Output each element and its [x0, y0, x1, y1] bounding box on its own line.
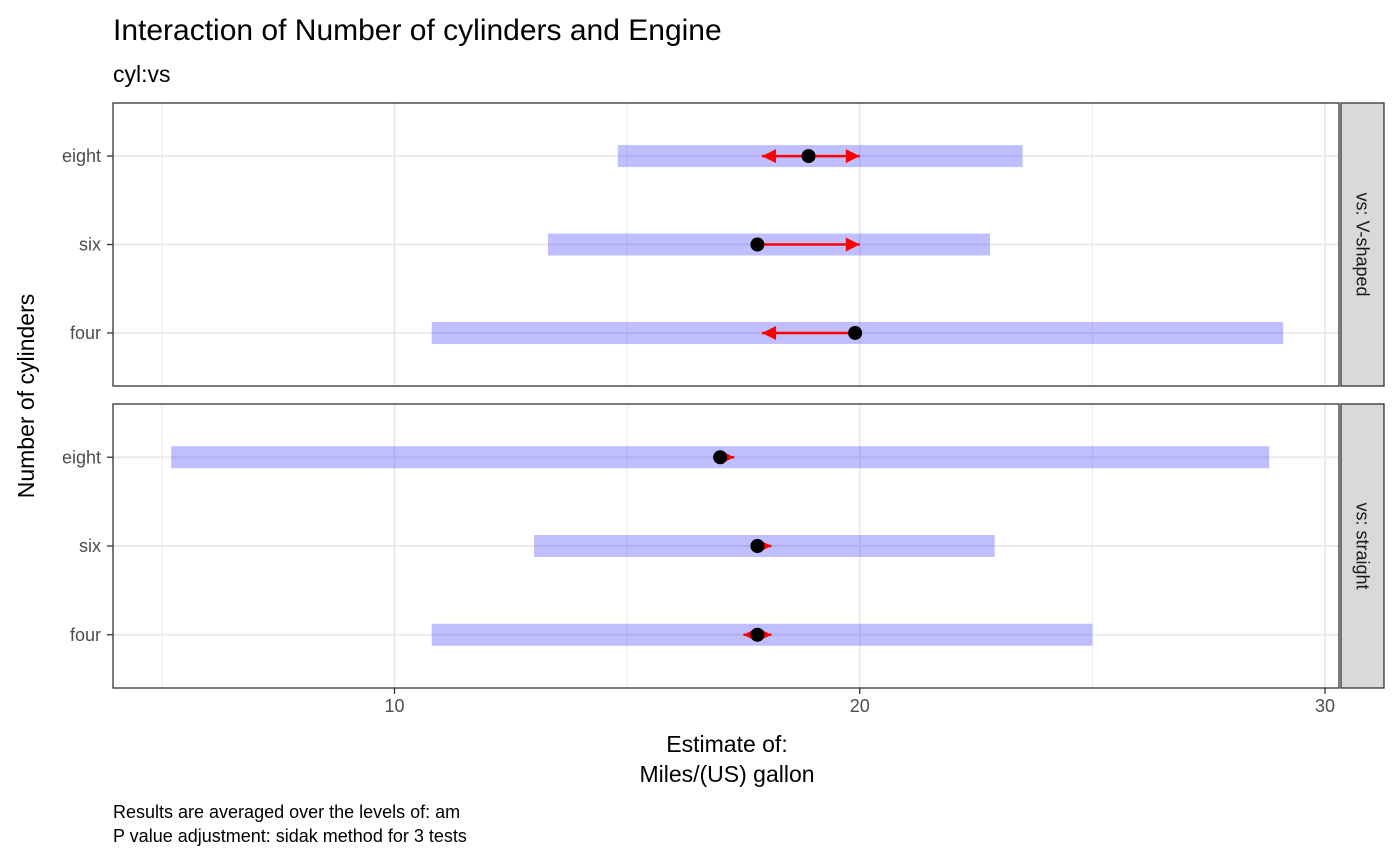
- y-tick-label: four: [70, 323, 101, 343]
- estimate-point-six: [750, 539, 765, 553]
- chart-title: Interaction of Number of cylinders and E…: [113, 14, 722, 47]
- x-axis-title-line-2: Miles/(US) gallon: [639, 761, 814, 787]
- x-axis-title-line-1: Estimate of:: [666, 731, 787, 757]
- estimate-point-four: [848, 325, 863, 340]
- caption-line-1: Results are averaged over the levels of:…: [113, 802, 460, 822]
- comparison-arrowhead: [845, 237, 860, 252]
- estimate-point-eight: [801, 149, 816, 164]
- estimate-point-four: [750, 627, 765, 642]
- x-tick-label: 30: [1315, 696, 1335, 716]
- facet-strip: [1340, 102, 1385, 387]
- y-tick-label: eight: [62, 146, 101, 166]
- chart-subtitle: cyl:vs: [113, 61, 171, 87]
- y-axis-title: Number of cylinders: [13, 294, 39, 499]
- estimate-point-six: [750, 237, 765, 252]
- y-tick-label: six: [79, 235, 101, 255]
- x-tick-label: 20: [850, 696, 870, 716]
- x-tick-label: 10: [384, 696, 404, 716]
- y-tick-label: four: [70, 625, 101, 645]
- comparison-arrowhead: [762, 149, 777, 164]
- comparison-arrowhead: [845, 149, 860, 164]
- estimate-point-eight: [713, 450, 728, 465]
- plot-area: vs: V-shaped four six eight vs: straight four…: [62, 102, 1385, 716]
- comparison-arrowhead: [762, 325, 777, 340]
- y-tick-label: eight: [62, 447, 101, 467]
- y-tick-label: six: [79, 536, 101, 556]
- facet-strip: [1340, 403, 1385, 689]
- facet-strip-label: vs: V-shaped: [1353, 192, 1373, 296]
- facet-strip-label: vs: straight: [1353, 502, 1373, 589]
- caption-line-2: P value adjustment: sidak method for 3 t…: [113, 826, 467, 846]
